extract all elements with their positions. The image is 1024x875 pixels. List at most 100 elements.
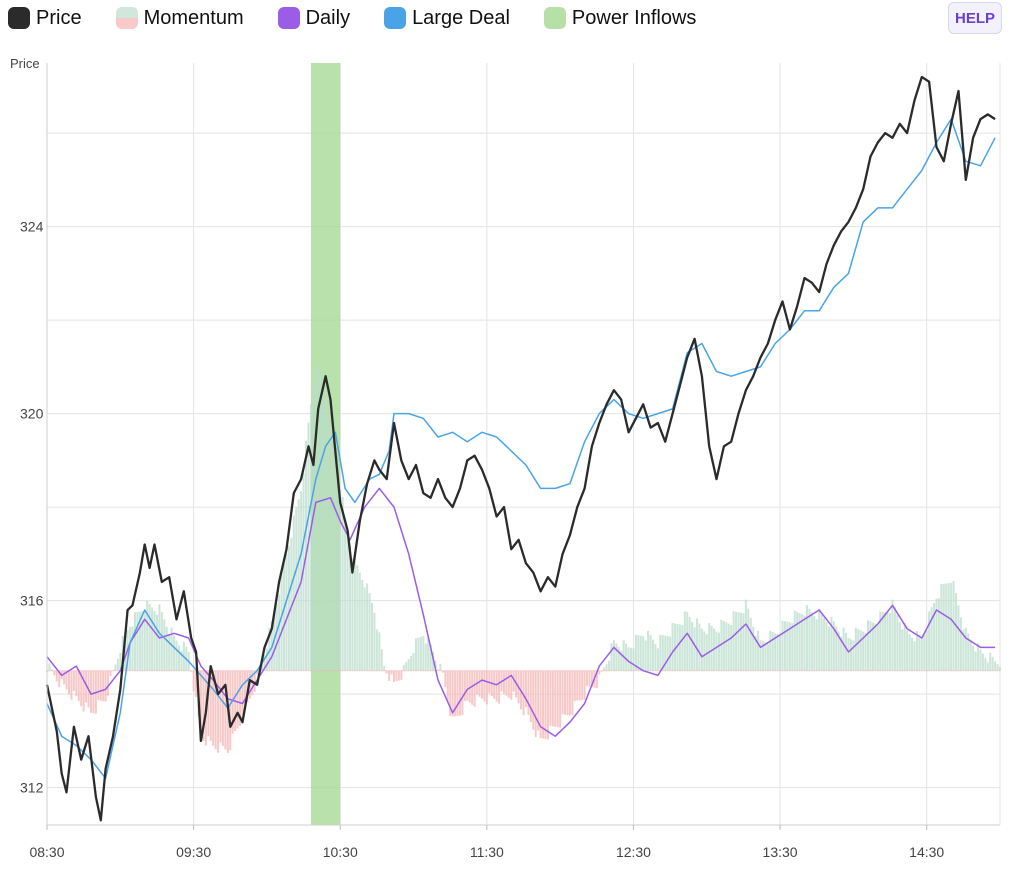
legend-swatch-price	[8, 7, 30, 29]
momentum-bar	[480, 670, 483, 699]
momentum-bar	[268, 627, 271, 671]
y-axis-label: Price	[10, 56, 40, 71]
momentum-bar	[869, 621, 872, 671]
momentum-bar	[366, 583, 369, 671]
momentum-bar	[542, 670, 545, 739]
momentum-bar	[243, 670, 246, 706]
momentum-bar	[996, 664, 999, 671]
legend-item-price[interactable]: Price	[8, 7, 82, 30]
momentum-bar	[102, 670, 105, 702]
momentum-bar	[133, 612, 136, 671]
momentum-bar	[109, 670, 112, 677]
momentum-bar	[155, 614, 158, 671]
momentum-bar	[901, 629, 904, 671]
momentum-bar	[124, 632, 127, 671]
momentum-bar	[417, 637, 420, 671]
momentum-bar	[141, 611, 144, 671]
momentum-bar	[287, 545, 290, 671]
series-line-large_deal	[46, 118, 996, 780]
momentum-bar	[955, 593, 958, 671]
momentum-bar	[229, 670, 232, 751]
momentum-bar	[659, 634, 662, 671]
momentum-bar	[395, 670, 398, 682]
momentum-bar	[148, 604, 151, 671]
momentum-bar	[537, 670, 540, 731]
momentum-bar	[402, 665, 405, 671]
momentum-bar	[771, 632, 774, 671]
momentum-bar	[275, 603, 278, 671]
momentum-bar	[815, 619, 818, 671]
momentum-bar	[180, 650, 183, 671]
momentum-bar	[947, 583, 950, 671]
momentum-bar	[837, 631, 840, 671]
momentum-bar	[644, 640, 647, 671]
momentum-bar	[578, 670, 581, 701]
momentum-bar	[529, 670, 532, 723]
momentum-bar	[107, 670, 110, 696]
momentum-bar	[845, 632, 848, 671]
momentum-bar	[195, 670, 198, 697]
momentum-bar	[175, 640, 178, 671]
momentum-bar	[358, 572, 361, 671]
momentum-bar	[55, 670, 58, 682]
momentum-bar	[498, 670, 501, 704]
x-tick-label: 12:30	[616, 844, 651, 860]
momentum-bar	[544, 670, 547, 739]
momentum-bar	[454, 670, 457, 717]
momentum-bar	[769, 630, 772, 671]
momentum-bar	[160, 611, 163, 671]
momentum-bar	[405, 662, 408, 671]
momentum-bar	[336, 467, 339, 671]
momentum-bar	[77, 670, 80, 702]
momentum-bar	[893, 607, 896, 671]
momentum-bar	[485, 670, 488, 705]
legend-item-large-deal[interactable]: Large Deal	[384, 7, 510, 30]
momentum-bar	[661, 635, 664, 671]
momentum-bar	[739, 612, 742, 671]
momentum-bar	[446, 670, 449, 702]
momentum-bar	[674, 623, 677, 671]
momentum-bar	[744, 599, 747, 671]
momentum-bar	[705, 634, 708, 671]
momentum-bar	[539, 670, 542, 739]
momentum-bar	[823, 617, 826, 671]
momentum-bar	[857, 628, 860, 671]
momentum-bar	[801, 614, 804, 671]
legend-item-momentum[interactable]: Momentum	[115, 7, 244, 30]
momentum-bar	[385, 670, 388, 674]
momentum-bar	[339, 489, 342, 671]
momentum-bar	[317, 364, 320, 671]
momentum-bar	[649, 635, 652, 671]
momentum-bar	[957, 605, 960, 671]
momentum-bar	[581, 670, 584, 701]
legend-item-power-inflows[interactable]: Power Inflows	[543, 6, 697, 30]
momentum-bar	[874, 623, 877, 671]
momentum-bar	[522, 670, 525, 716]
momentum-bar	[143, 610, 146, 671]
help-button[interactable]: HELP	[948, 2, 1002, 34]
momentum-bar	[72, 670, 75, 691]
momentum-bar	[119, 652, 122, 671]
momentum-bar	[952, 580, 955, 671]
momentum-bar	[779, 634, 782, 671]
momentum-bar	[862, 631, 865, 671]
y-tick-label: 324	[20, 219, 44, 235]
momentum-bar	[634, 634, 637, 671]
momentum-bar	[363, 587, 366, 671]
momentum-bar	[427, 637, 430, 671]
momentum-bar	[717, 632, 720, 671]
x-tick-label: 11:30	[470, 844, 504, 860]
momentum-bar	[700, 628, 703, 671]
momentum-bar	[534, 670, 537, 738]
momentum-bar	[341, 496, 344, 671]
momentum-bar	[97, 670, 100, 701]
momentum-bar	[761, 641, 764, 671]
momentum-bar	[984, 657, 987, 671]
momentum-bar	[63, 670, 66, 685]
momentum-bar	[292, 515, 295, 671]
legend-item-daily[interactable]: Daily	[277, 7, 350, 30]
legend-label: Power Inflows	[571, 6, 697, 29]
momentum-bar	[781, 620, 784, 671]
momentum-bar	[876, 624, 879, 671]
momentum-bars	[46, 364, 1001, 754]
